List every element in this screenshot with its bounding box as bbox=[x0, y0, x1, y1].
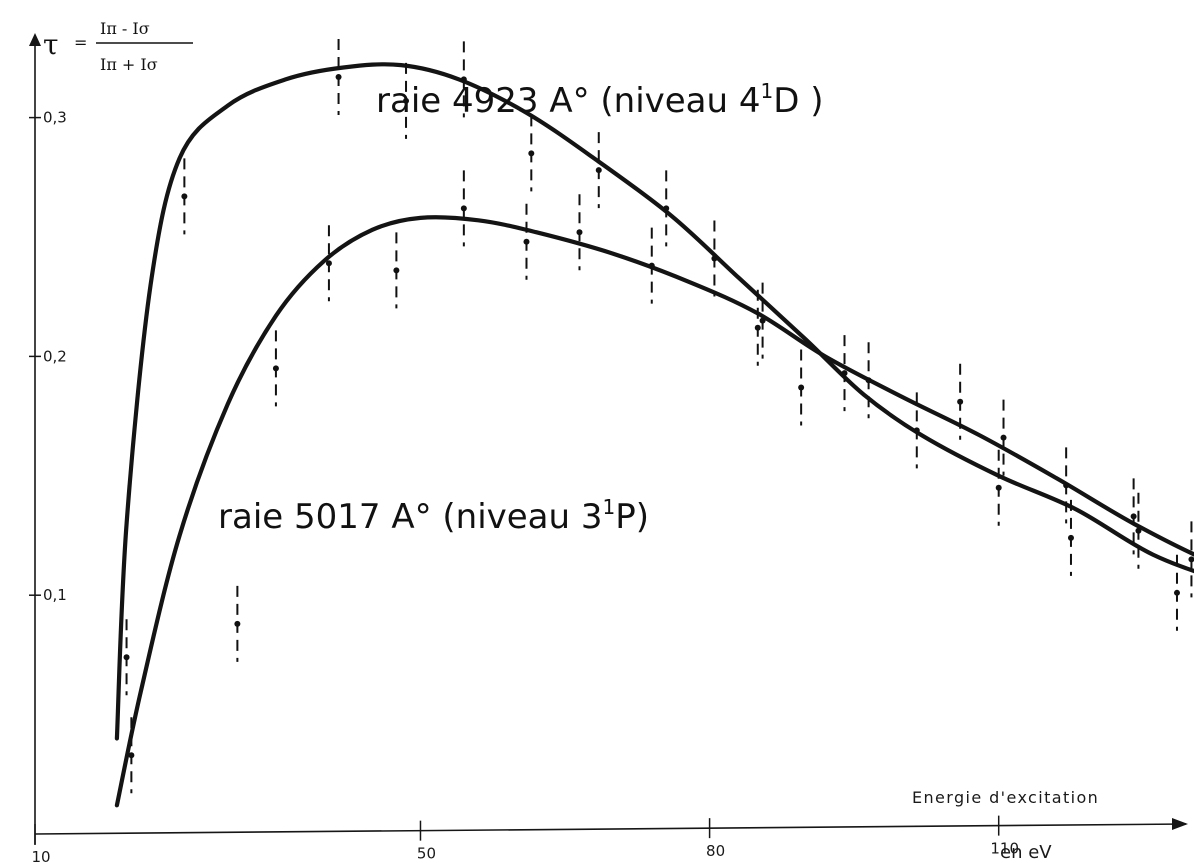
data-point-5017-3 bbox=[325, 260, 332, 267]
data-point-5017-5 bbox=[460, 205, 467, 212]
data-point-5017-2 bbox=[272, 365, 279, 372]
data-point-4923-1 bbox=[181, 193, 188, 200]
data-point-5017-6 bbox=[523, 238, 530, 245]
data-point-5017-14 bbox=[1000, 434, 1007, 441]
y-axis-symbol: τ bbox=[43, 28, 59, 61]
points-group bbox=[123, 74, 1194, 759]
data-point-4923-4 bbox=[460, 76, 467, 83]
formula-denominator: Iπ + Iσ bbox=[100, 55, 158, 74]
series-label-4923-sup: 1 bbox=[761, 79, 774, 103]
x-axis-unit: en eV bbox=[1000, 842, 1052, 863]
formula-numerator: Iπ - Iσ bbox=[100, 19, 150, 38]
series-label-5017-prefix: raie 5017 A° (niveau 3 bbox=[218, 497, 603, 537]
data-point-5017-12 bbox=[865, 377, 872, 384]
x-axis-title: Energie d'excitation bbox=[912, 788, 1099, 807]
data-point-5017-13 bbox=[957, 398, 964, 405]
data-point-4923-8 bbox=[759, 317, 766, 324]
curves-group bbox=[114, 62, 1194, 808]
series-label-4923-prefix: raie 4923 A° (niveau 4 bbox=[376, 81, 761, 121]
series-label-4923-suffix: D ) bbox=[773, 81, 823, 121]
data-point-5017-10 bbox=[754, 324, 761, 331]
data-point-4923-0 bbox=[123, 654, 130, 661]
axes-group bbox=[29, 33, 1188, 845]
data-point-4923-2 bbox=[335, 74, 342, 81]
y-ticks-group: 0,1 0,2 0,3 bbox=[29, 109, 67, 604]
curve-4923 bbox=[114, 62, 1194, 741]
data-point-5017-15 bbox=[1063, 482, 1070, 489]
series-label-4923: raie 4923 A° (niveau 41D ) bbox=[376, 79, 824, 121]
labels-group: raie 4923 A° (niveau 41D ) raie 5017 A° … bbox=[218, 79, 1099, 863]
data-point-4923-14 bbox=[1173, 589, 1180, 596]
data-point-4923-11 bbox=[995, 484, 1002, 491]
x-ticks-group: 10 50 80 110 bbox=[31, 815, 1019, 863]
data-point-4923-7 bbox=[663, 205, 670, 212]
series-label-5017-suffix: P) bbox=[615, 497, 649, 537]
curve-5017 bbox=[114, 215, 1194, 808]
y-tick-label-2: 0,3 bbox=[43, 109, 67, 127]
data-point-5017-0 bbox=[128, 752, 135, 759]
data-point-4923-6 bbox=[595, 167, 602, 174]
data-point-5017-7 bbox=[576, 229, 583, 236]
data-point-5017-9 bbox=[711, 255, 718, 262]
series-label-5017-sup: 1 bbox=[603, 495, 616, 519]
x-axis-arrow bbox=[1172, 818, 1188, 830]
y-tick-label-0: 0,1 bbox=[43, 586, 67, 604]
x-tick-label-50: 50 bbox=[417, 845, 436, 863]
data-point-4923-5 bbox=[528, 150, 535, 157]
data-point-5017-4 bbox=[393, 267, 400, 274]
x-tick-label-110: 110 bbox=[990, 840, 1019, 858]
error-bars-group bbox=[125, 39, 1193, 794]
series-label-5017: raie 5017 A° (niveau 31P) bbox=[218, 495, 649, 537]
data-point-5017-16 bbox=[1130, 513, 1137, 520]
data-point-4923-9 bbox=[841, 370, 848, 377]
x-tick-label-80: 80 bbox=[706, 842, 725, 860]
data-point-4923-13 bbox=[1135, 527, 1142, 534]
data-point-5017-17 bbox=[1188, 556, 1194, 563]
data-point-4923-3 bbox=[403, 97, 410, 104]
y-axis-equals: = bbox=[74, 33, 87, 52]
data-point-5017-1 bbox=[234, 620, 241, 627]
x-axis-line bbox=[34, 823, 1187, 835]
y-axis-arrow bbox=[29, 33, 41, 46]
y-tick-label-1: 0,2 bbox=[43, 347, 67, 365]
data-point-5017-8 bbox=[648, 262, 655, 269]
data-point-5017-11 bbox=[798, 384, 805, 391]
data-point-4923-12 bbox=[1067, 534, 1074, 541]
x-tick-label-10: 10 bbox=[31, 848, 50, 863]
data-point-4923-10 bbox=[913, 427, 920, 434]
y-axis-formula: τ = Iπ - Iσ Iπ + Iσ bbox=[43, 19, 193, 74]
